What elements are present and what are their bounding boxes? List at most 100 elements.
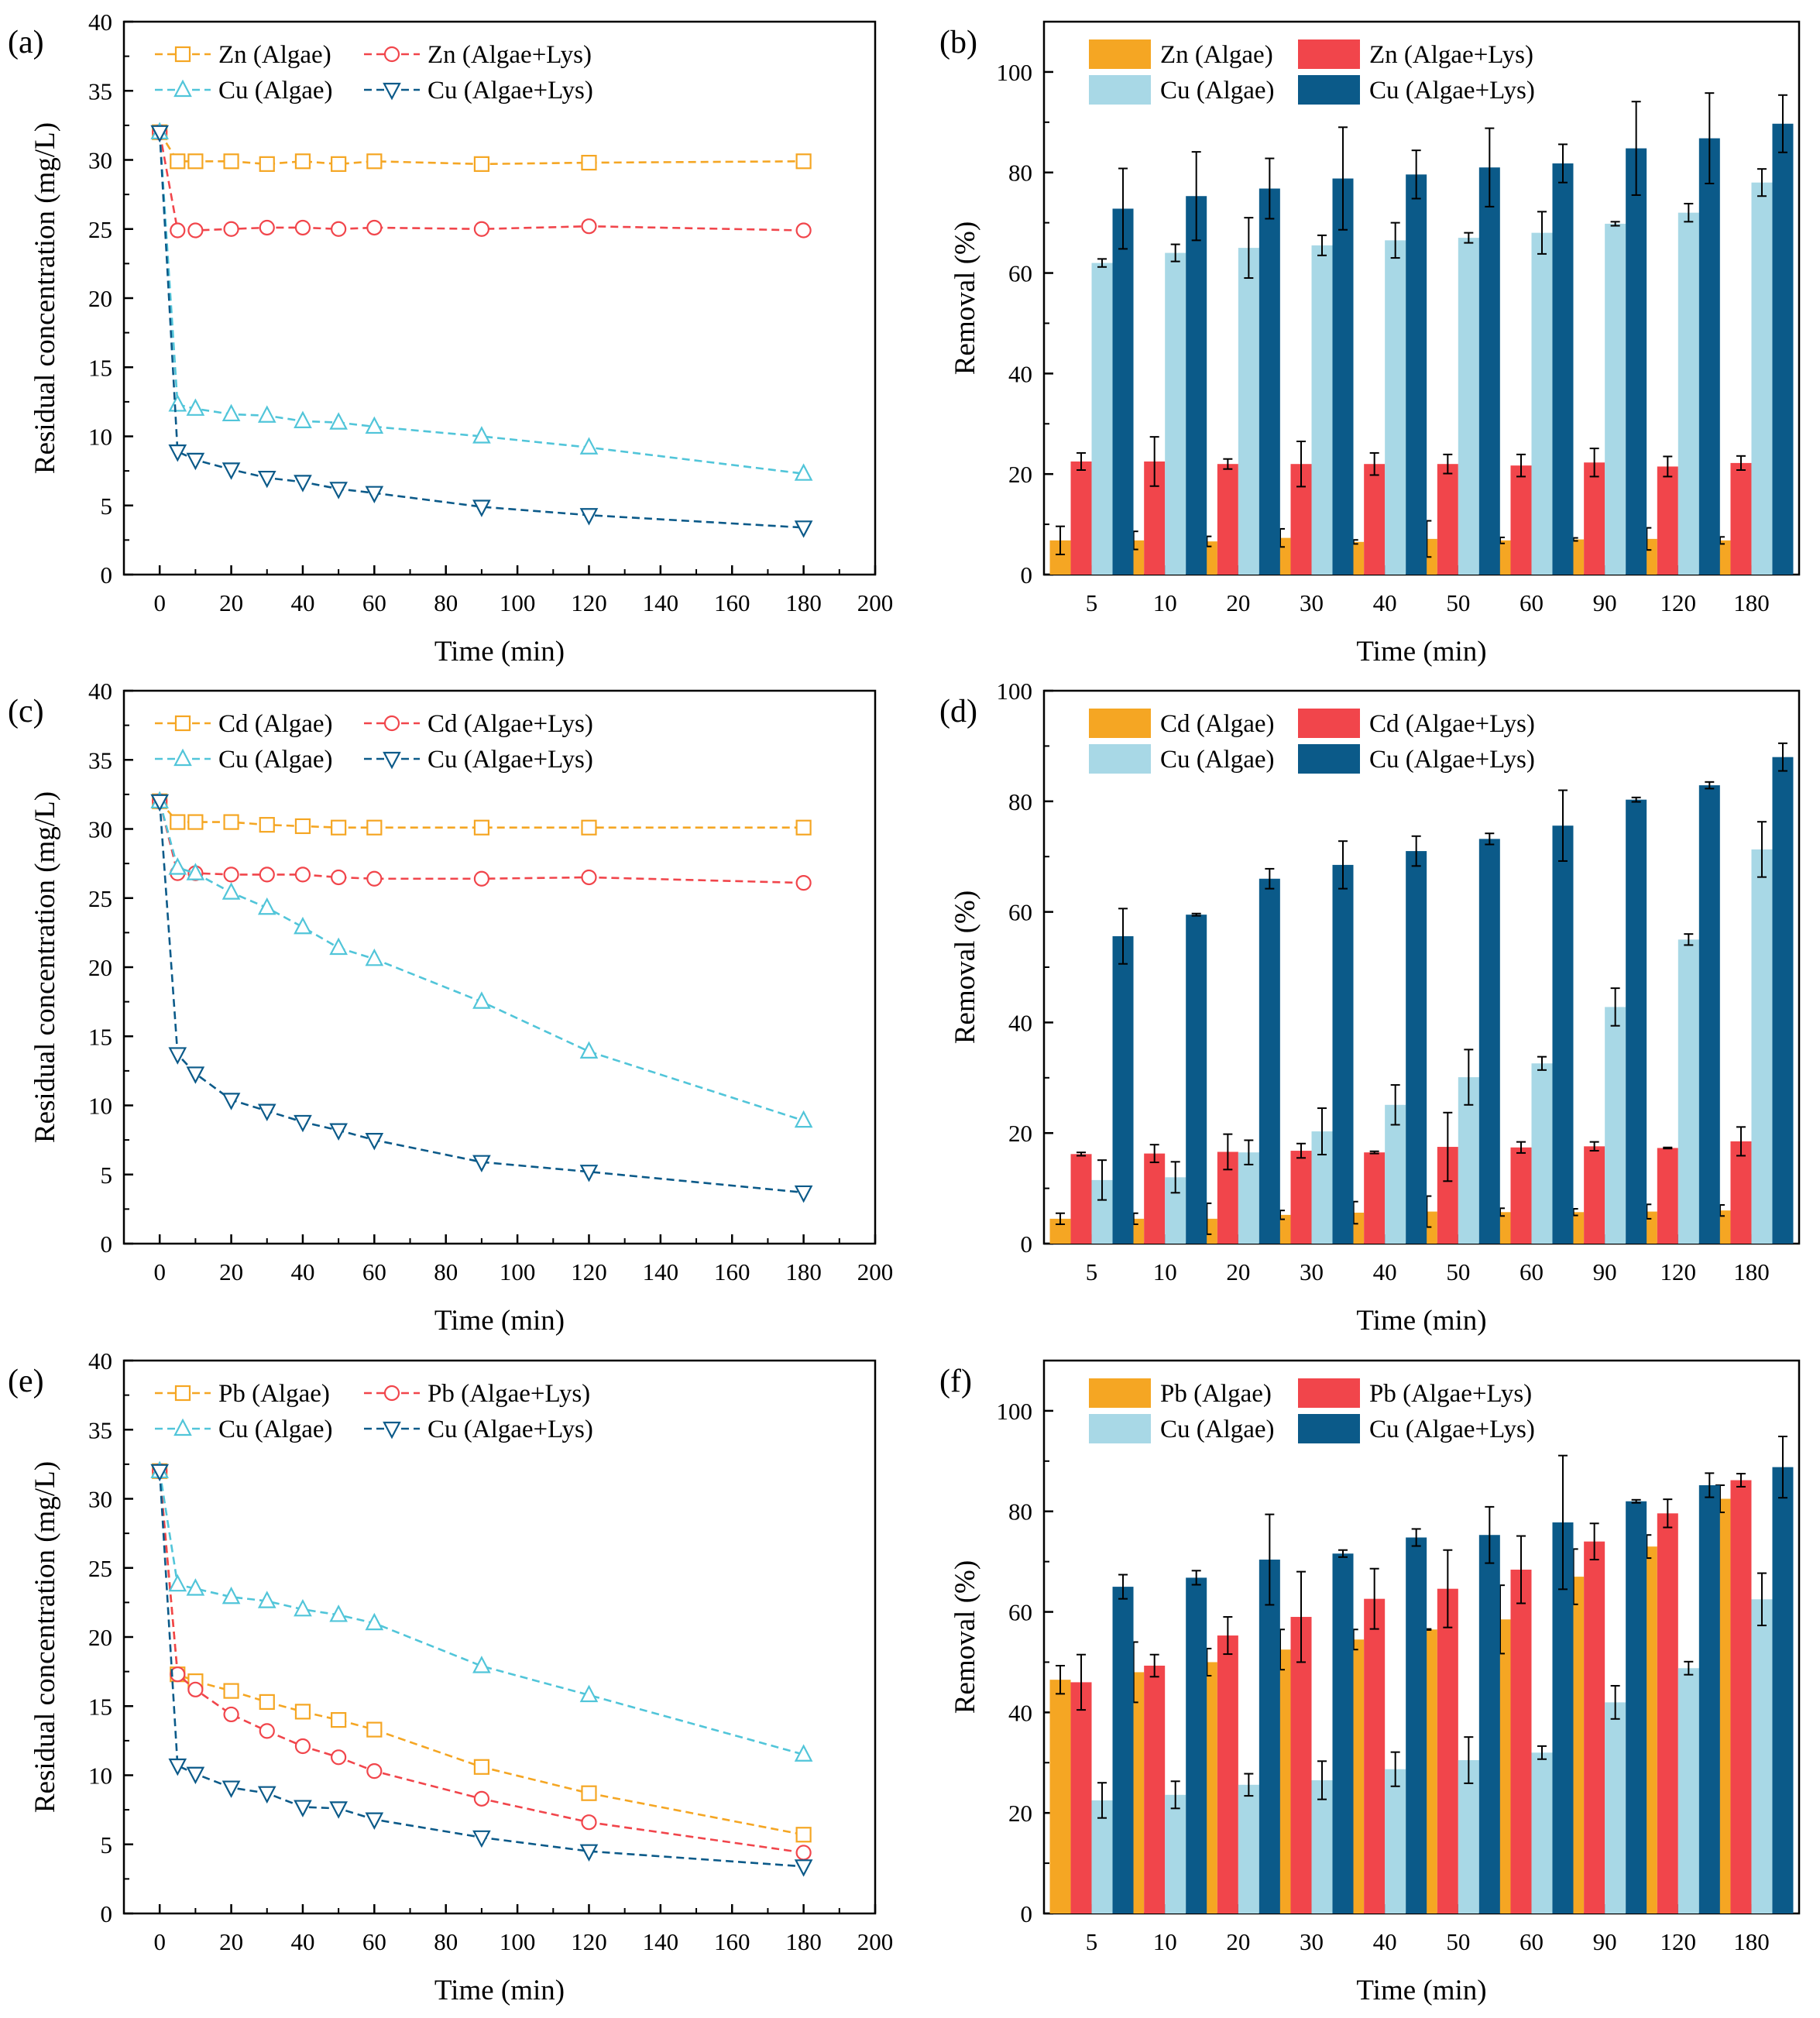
x-tick-label: 120	[571, 1258, 607, 1285]
y-tick-label: 25	[88, 216, 112, 243]
bar	[1657, 1513, 1678, 1913]
x-tick-label: 180	[785, 1928, 822, 1955]
x-tick-label: 20	[219, 1258, 243, 1285]
y-axis-label: Residual concentration (mg/L)	[29, 122, 61, 474]
series-cu-algae-lys	[150, 1464, 813, 1877]
data-point	[366, 819, 383, 836]
legend-entry: Cu (Algae)	[1160, 77, 1275, 105]
y-tick-label: 20	[88, 954, 112, 981]
y-tick-label: 15	[88, 1023, 112, 1050]
y-tick-label: 0	[101, 1230, 113, 1258]
y-tick-label: 100	[997, 678, 1033, 705]
data-point	[168, 1574, 187, 1592]
data-point	[170, 153, 186, 170]
x-tick-label: 40	[1373, 589, 1397, 616]
data-point	[257, 1591, 276, 1608]
bar	[1311, 245, 1333, 575]
data-point	[187, 222, 204, 239]
data-point	[472, 1155, 491, 1173]
bar	[1677, 939, 1699, 1244]
bar	[1626, 148, 1647, 575]
data-point	[223, 1683, 239, 1699]
x-tick-label: 40	[290, 1258, 314, 1285]
bar	[1112, 936, 1134, 1244]
bar	[1510, 1147, 1532, 1244]
x-tick-label: 90	[1593, 1928, 1617, 1955]
y-tick-label: 25	[88, 1555, 112, 1582]
data-point	[223, 814, 239, 830]
data-point	[294, 1738, 311, 1755]
data-point	[259, 817, 275, 833]
bar	[1144, 1665, 1166, 1913]
data-point	[472, 499, 491, 517]
bar	[1186, 1577, 1207, 1913]
bar	[1112, 208, 1134, 575]
legend-swatch	[1089, 744, 1151, 774]
y-tick-label: 40	[1008, 1699, 1032, 1726]
data-point	[259, 867, 275, 883]
line-chart-c: (c) Residual concentration (mg/L) Time (mi…	[8, 678, 893, 1337]
data-point	[473, 156, 490, 172]
x-tick-label: 80	[434, 589, 458, 616]
x-tick-label: 0	[153, 1928, 166, 1955]
y-tick-label: 100	[997, 1398, 1033, 1425]
data-point	[795, 819, 812, 836]
y-tick-label: 60	[1008, 260, 1032, 287]
legend-entry: Cu (Algae+Lys)	[428, 77, 593, 105]
legend-entry: Cu (Algae+Lys)	[1369, 77, 1535, 105]
bar	[1772, 1467, 1794, 1913]
data-point	[579, 437, 599, 455]
panel-label: (c)	[8, 694, 44, 729]
x-tick-label: 40	[1373, 1258, 1397, 1285]
data-point	[168, 857, 187, 875]
data-point	[331, 869, 347, 886]
x-axis-label: Time (min)	[434, 1305, 565, 1337]
data-point	[579, 1844, 599, 1862]
series-line	[158, 1471, 804, 1836]
y-tick-label: 0	[101, 1900, 113, 1927]
x-tick-label: 0	[153, 589, 166, 616]
bar	[1458, 238, 1479, 575]
x-tick-label: 120	[571, 1928, 607, 1955]
data-point	[795, 875, 812, 891]
legend-swatch	[1089, 1378, 1151, 1408]
series-line	[159, 132, 804, 166]
bar	[1070, 1154, 1092, 1244]
data-point	[331, 1712, 347, 1728]
legend-entry: Cu (Algae)	[218, 746, 333, 774]
bar	[1677, 212, 1699, 575]
data-point	[168, 1758, 187, 1776]
y-tick-label: 20	[88, 285, 112, 312]
data-point	[581, 1814, 597, 1831]
y-tick-label: 15	[88, 1693, 112, 1720]
data-point	[186, 863, 205, 880]
bar	[1385, 1769, 1406, 1913]
bar	[1332, 1553, 1354, 1913]
data-point	[365, 1133, 384, 1151]
bar	[1531, 1063, 1553, 1244]
bar	[1552, 825, 1574, 1244]
data-point	[294, 867, 311, 883]
x-tick-label: 60	[362, 589, 386, 616]
y-tick-label: 40	[88, 678, 112, 705]
data-point	[294, 219, 311, 236]
bar	[1478, 167, 1500, 575]
x-tick-label: 60	[362, 1928, 386, 1955]
data-point	[329, 1801, 348, 1819]
data-point	[366, 153, 383, 170]
bar	[1478, 1535, 1500, 1913]
bar	[1584, 1146, 1605, 1244]
x-tick-label: 160	[714, 1258, 750, 1285]
x-tick-label: 120	[1660, 1258, 1697, 1285]
data-point	[294, 475, 312, 492]
legend-swatch	[1089, 1414, 1151, 1443]
y-tick-label: 80	[1008, 788, 1032, 815]
data-point	[221, 462, 241, 480]
y-axis-label: Removal (%)	[949, 221, 981, 375]
bar	[1332, 178, 1354, 575]
x-tick-label: 60	[1520, 1258, 1544, 1285]
data-point	[168, 1047, 187, 1065]
series-cu-algae	[150, 791, 813, 1128]
legend-entry: Cu (Algae)	[1160, 1416, 1275, 1443]
legend-entry: Cd (Algae+Lys)	[1369, 710, 1535, 738]
